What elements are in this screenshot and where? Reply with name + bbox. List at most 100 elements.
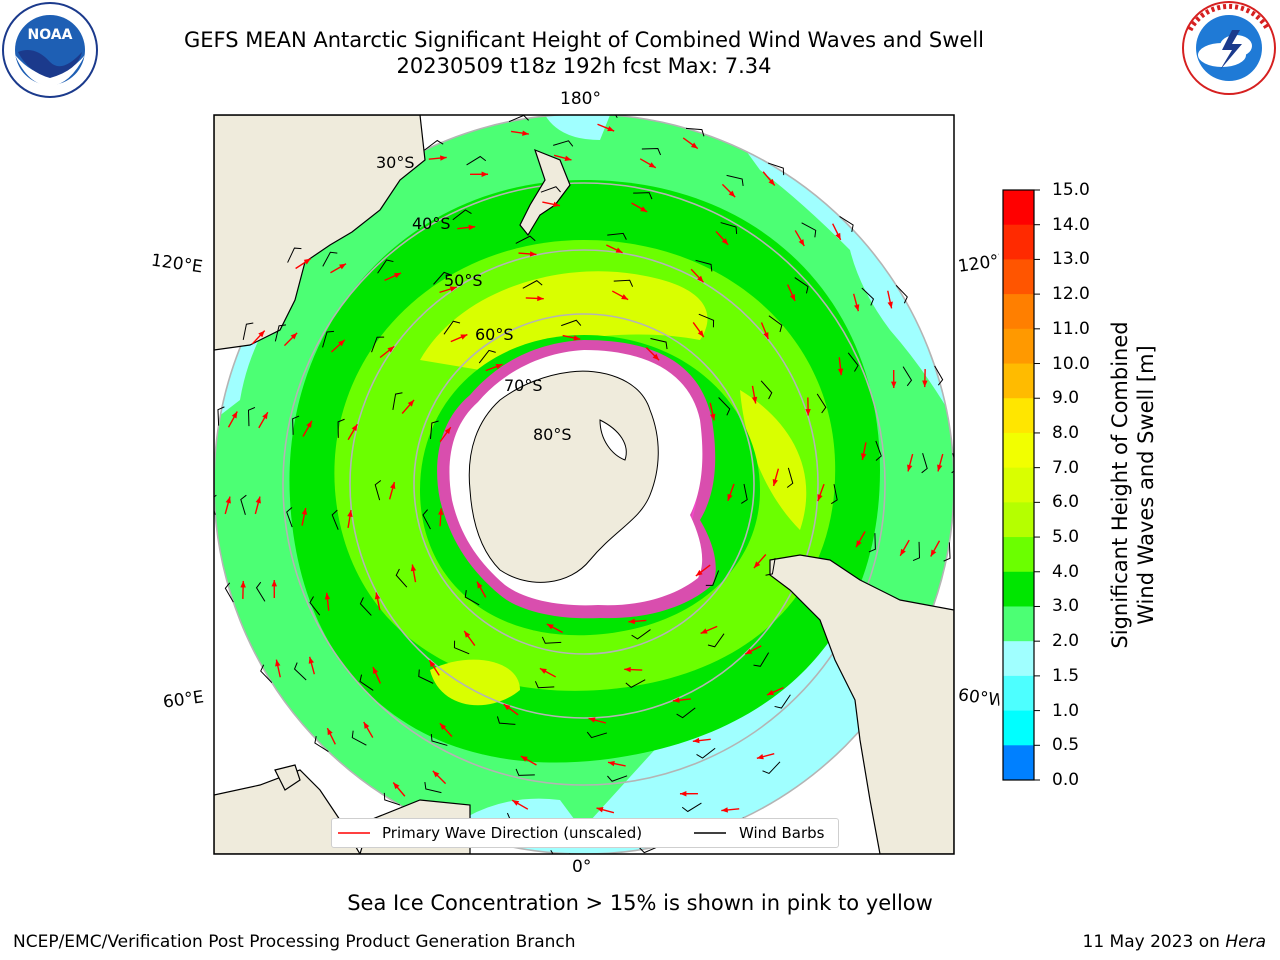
wave-arrow-head bbox=[628, 618, 636, 625]
wave-arrow-head bbox=[460, 334, 468, 340]
wind-barb bbox=[718, 397, 731, 416]
wave-arrow-head bbox=[481, 171, 489, 177]
wave-arrow-head bbox=[301, 508, 308, 515]
colorbar-tick-label: 1.5 bbox=[1052, 665, 1080, 686]
colorbar-swatch bbox=[1003, 398, 1034, 434]
wind-barb bbox=[496, 716, 516, 725]
wind-barb bbox=[374, 480, 382, 501]
colorbar-tick-label: 10.0 bbox=[1052, 353, 1090, 374]
wave-arrow-head bbox=[432, 770, 440, 778]
colorbar-tick-label: 8.0 bbox=[1052, 422, 1080, 443]
wind-barb bbox=[424, 139, 444, 151]
wind-barb bbox=[260, 664, 273, 683]
wind-barb bbox=[741, 483, 748, 504]
wave-arrow-head bbox=[444, 427, 451, 435]
antarctica-land bbox=[468, 370, 659, 583]
wind-barb bbox=[430, 733, 448, 746]
wind-barb bbox=[895, 285, 908, 304]
wind-barb bbox=[337, 418, 345, 438]
wind-barb bbox=[607, 232, 627, 240]
wave-arrow-head bbox=[339, 263, 347, 270]
wind-barb bbox=[464, 590, 480, 606]
wind-barb bbox=[540, 186, 561, 193]
wind-barb bbox=[685, 127, 705, 137]
wind-barb bbox=[377, 259, 394, 274]
colorbar-tick-label: 9.0 bbox=[1052, 388, 1080, 409]
wave-arrow-head bbox=[652, 353, 660, 361]
wind-barb bbox=[631, 629, 651, 640]
lat-label-70s: 70°S bbox=[504, 376, 543, 395]
wind-barb bbox=[561, 319, 582, 327]
credit-text: NCEP/EMC/Verification Post Processing Pr… bbox=[13, 932, 576, 952]
colorbar-swatch bbox=[1003, 571, 1034, 607]
wave-arrow-head bbox=[258, 330, 265, 338]
wave-arrow-head bbox=[805, 408, 811, 416]
wind-barb bbox=[681, 802, 702, 813]
wave-arrow-head bbox=[728, 190, 736, 198]
wave-arrow-head bbox=[891, 381, 897, 389]
wave-arrow-head bbox=[753, 561, 761, 569]
wave-arrow-head bbox=[751, 396, 758, 404]
wave-arrow-head bbox=[255, 496, 261, 504]
wind-barb bbox=[293, 662, 307, 681]
wind-barb bbox=[831, 484, 838, 505]
wind-barb bbox=[433, 271, 451, 285]
wave-arrow-head bbox=[596, 807, 604, 813]
wave-arrow-head bbox=[546, 623, 554, 630]
colorbar-tick-label: 12.0 bbox=[1052, 284, 1090, 305]
wave-arrow-head bbox=[387, 346, 395, 353]
colorbar bbox=[1003, 189, 1040, 781]
chart-title: GEFS MEAN Antarctic Significant Height o… bbox=[183, 28, 985, 52]
wind-barb bbox=[240, 494, 247, 515]
wind-barb bbox=[760, 380, 773, 400]
wind-barb bbox=[309, 596, 321, 616]
colorbar-tick-label: 2.0 bbox=[1052, 631, 1080, 652]
colorbar-swatch bbox=[1003, 675, 1034, 712]
wave-arrow-head bbox=[410, 564, 417, 572]
colorbar-swatch bbox=[1003, 294, 1034, 330]
wind-barb bbox=[443, 320, 461, 335]
wave-arrow-head bbox=[937, 464, 943, 472]
wind-barb bbox=[422, 509, 431, 530]
wave-arrow-head bbox=[697, 275, 704, 283]
wave-arrow-head bbox=[648, 162, 656, 168]
wind-barb bbox=[902, 366, 913, 387]
wind-barb bbox=[314, 736, 329, 752]
colorbar-swatch bbox=[1003, 606, 1034, 642]
colorbar-tick-label: 1.0 bbox=[1052, 700, 1080, 721]
wind-barb bbox=[586, 731, 608, 739]
map-frame bbox=[213, 114, 955, 855]
wave-arrow-head bbox=[522, 130, 529, 136]
colorbar-swatch bbox=[1003, 190, 1034, 226]
colorbar-frame bbox=[1002, 189, 1035, 781]
wave-arrow-head bbox=[817, 494, 823, 502]
noaa-logo-text: NOAA bbox=[28, 27, 73, 43]
wave-arrow-head bbox=[338, 339, 345, 347]
colorbar-tick-label: 11.0 bbox=[1052, 318, 1090, 339]
wind-barb bbox=[696, 747, 716, 759]
wind-barb bbox=[868, 533, 876, 553]
colorbar-tick-label: 13.0 bbox=[1052, 249, 1090, 270]
wind-barb bbox=[786, 467, 794, 488]
wind-barb bbox=[695, 259, 713, 272]
wave-arrow-head bbox=[440, 155, 447, 161]
wind-barb bbox=[650, 337, 668, 350]
wave-arrow-head bbox=[374, 592, 381, 600]
wind-barb bbox=[553, 140, 574, 147]
lat-label-60s: 60°S bbox=[475, 325, 514, 344]
legend-wind-label: Wind Barbs bbox=[739, 824, 825, 842]
wave-arrow-head bbox=[607, 126, 615, 132]
wave-arrow-head bbox=[835, 232, 841, 240]
colorbar-tick-label: 0.5 bbox=[1052, 735, 1080, 756]
wave-arrow-head bbox=[692, 737, 700, 744]
date-text: 11 May 2023 on Hera bbox=[1083, 932, 1267, 952]
wind-barb bbox=[371, 336, 385, 353]
wind-barb bbox=[767, 162, 785, 176]
wind-barb bbox=[392, 392, 403, 410]
wave-arrow-head bbox=[324, 592, 331, 600]
wave-arrow-head bbox=[262, 412, 268, 420]
wind-barb bbox=[839, 216, 854, 232]
wind-barb bbox=[765, 558, 776, 576]
wave-arrow-head bbox=[231, 411, 238, 419]
colorbar-swatch bbox=[1003, 745, 1034, 781]
